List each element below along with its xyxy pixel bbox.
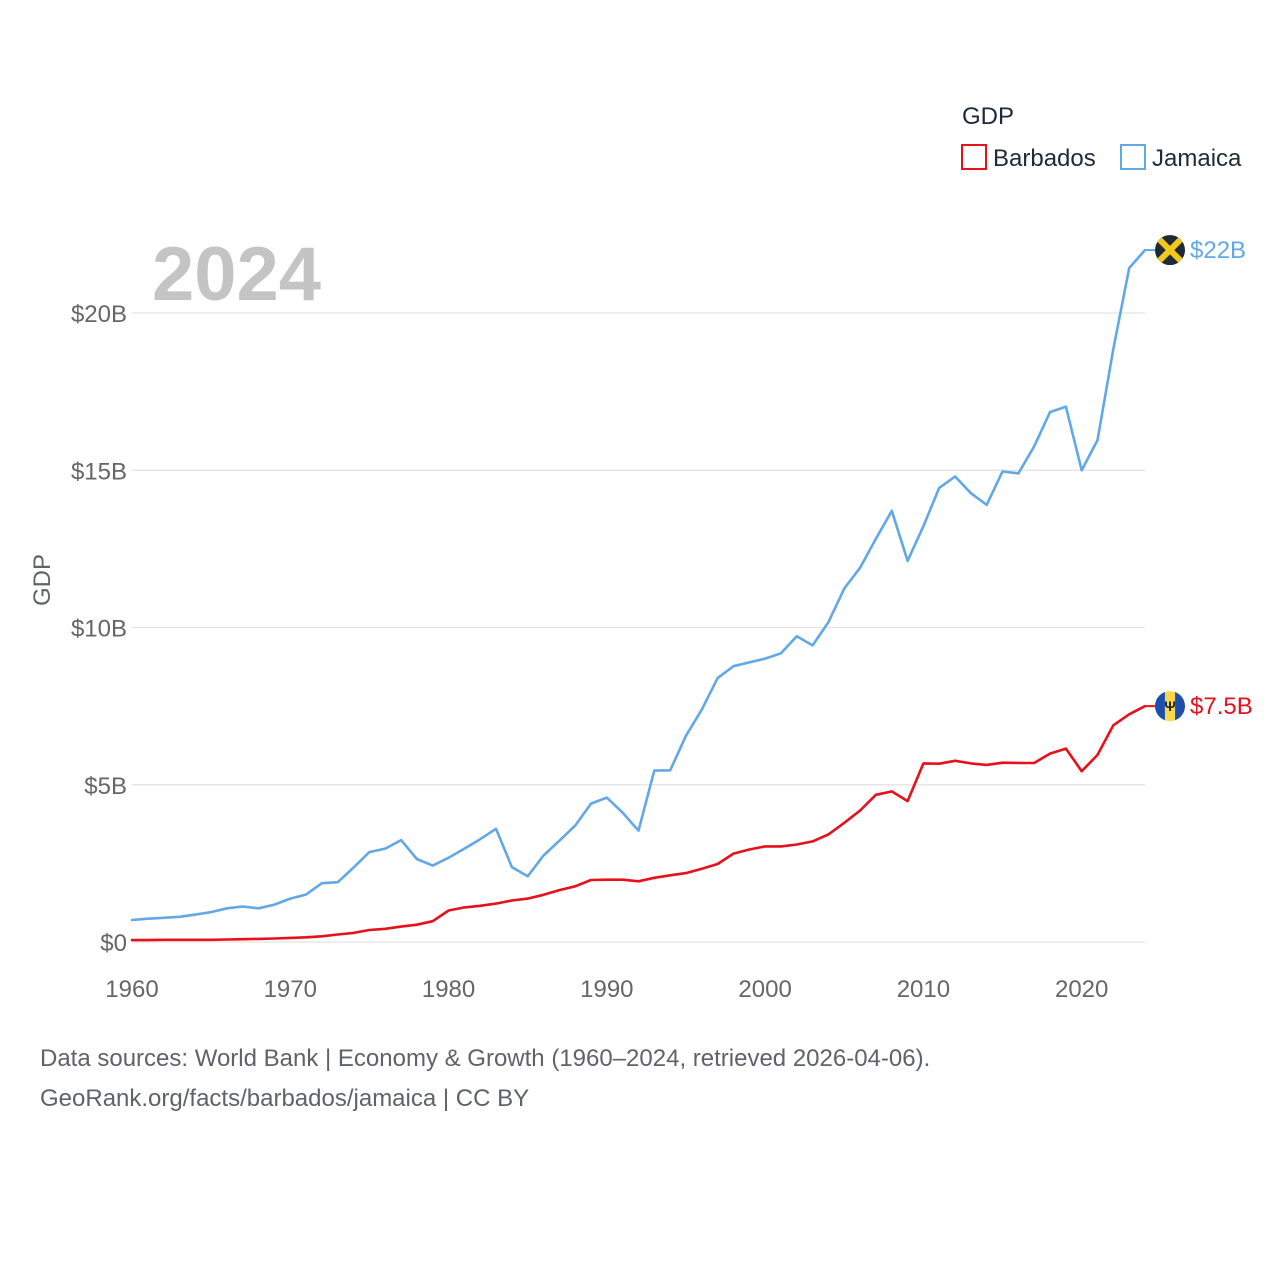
legend-swatch[interactable] (961, 144, 987, 170)
legend-label[interactable]: Jamaica (1152, 145, 1242, 172)
svg-text:Ψ: Ψ (1164, 698, 1175, 714)
legend-item-jamaica[interactable]: Jamaica (1120, 144, 1242, 172)
x-tick-label: 1990 (580, 976, 633, 1003)
x-tick-label: 2000 (738, 976, 791, 1003)
y-tick-label: $20B (71, 301, 127, 328)
end-value-label: $22B (1190, 237, 1246, 264)
source-line-2: GeoRank.org/facts/barbados/jamaica | CC … (40, 1085, 530, 1112)
end-value-label: $7.5B (1190, 693, 1253, 720)
legend-title: GDP (962, 103, 1014, 130)
series-line-jamaica (130, 248, 1147, 922)
x-tick-label: 1970 (264, 976, 317, 1003)
x-tick-label: 2020 (1055, 976, 1108, 1003)
legend-label[interactable]: Barbados (993, 145, 1096, 172)
y-tick-label: $15B (71, 458, 127, 485)
legend-swatch[interactable] (1120, 144, 1146, 170)
y-tick-label: $0 (100, 930, 127, 957)
x-tick-label: 2010 (897, 976, 950, 1003)
y-tick-label: $10B (71, 616, 127, 643)
y-axis-title: GDP (29, 554, 56, 606)
series-line-barbados (130, 704, 1147, 942)
source-line-1: Data sources: World Bank | Economy & Gro… (40, 1045, 931, 1072)
legend-item-barbados[interactable]: Barbados (961, 144, 1096, 172)
year-label: 2024 (152, 232, 321, 317)
y-tick-label: $5B (84, 773, 127, 800)
barbados-flag-icon: Ψ (1155, 691, 1185, 722)
x-tick-label: 1960 (105, 976, 158, 1003)
jamaica-flag-icon (1155, 235, 1185, 266)
x-tick-label: 1980 (422, 976, 475, 1003)
